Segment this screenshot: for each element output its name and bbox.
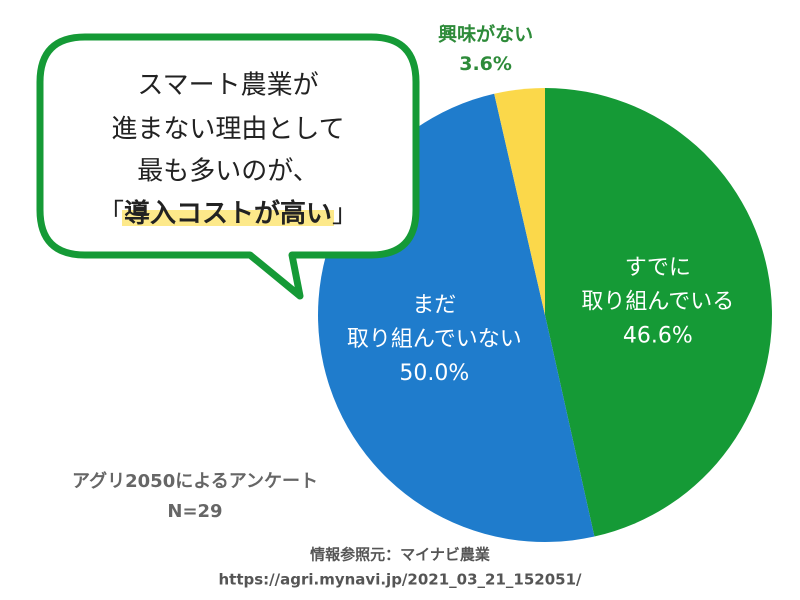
source: 情報参照元：マイナビ農業 xyxy=(310,546,491,564)
highlight xyxy=(121,210,335,226)
slice-label: まだ取り組んでいない xyxy=(347,293,522,352)
callout-emphasis: 導入コストが高い xyxy=(124,198,332,229)
bracket: 」 xyxy=(332,199,358,229)
sample-size: N=29 xyxy=(167,501,222,522)
slice-value: 46.6% xyxy=(623,324,693,349)
slice-label: すでに取り組んでいる xyxy=(581,256,734,315)
source-url: https://agri.mynavi.jp/2021_03_21_152051… xyxy=(218,571,582,589)
pie-slice xyxy=(494,88,545,315)
callout-line: 「導入コストが高い」 xyxy=(98,198,358,229)
pie-slice xyxy=(545,88,772,537)
survey-note: アグリ2050によるアンケート xyxy=(72,470,318,492)
speech-bubble xyxy=(36,33,420,300)
bracket: 「 xyxy=(98,199,124,229)
slice-label: 興味がない xyxy=(438,22,533,45)
callout-line: 進まない理由として xyxy=(111,115,344,145)
callout-line: スマート農業が xyxy=(137,71,318,101)
slice-value: 3.6% xyxy=(459,53,512,75)
callout-line: 最も多いのが、 xyxy=(137,157,318,187)
slice-value: 50.0% xyxy=(399,361,469,386)
